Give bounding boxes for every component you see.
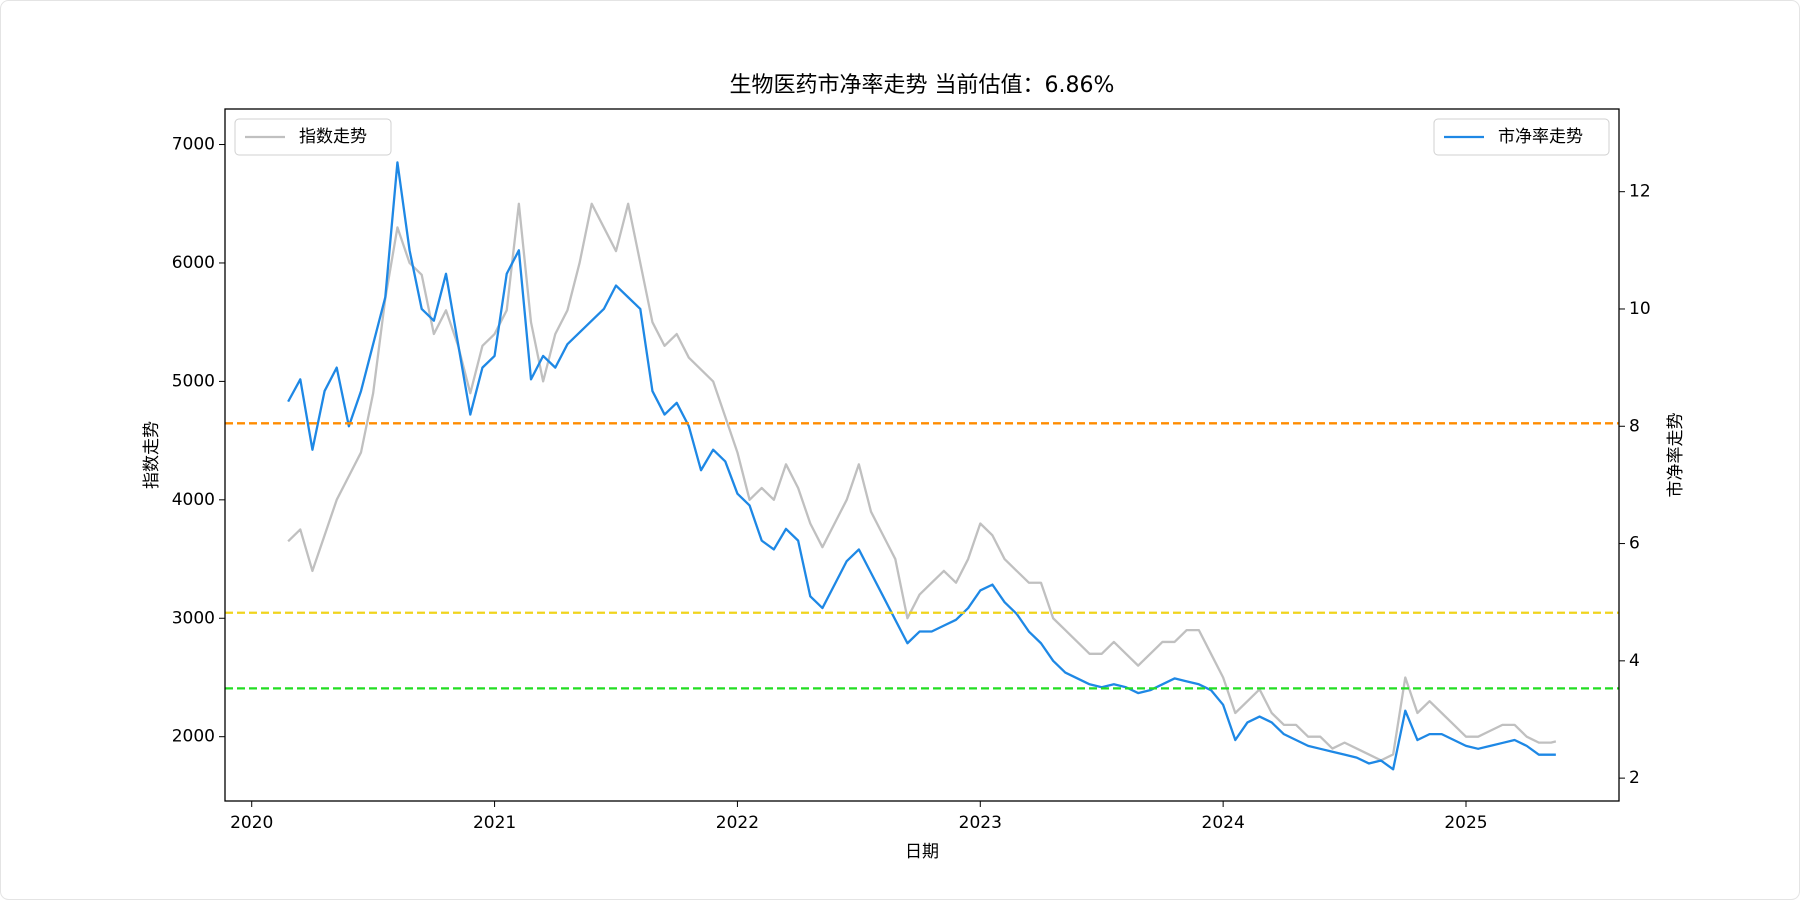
y2-tick-label: 6 bbox=[1629, 534, 1640, 554]
legend-box bbox=[234, 118, 392, 156]
legend-label: 市净率走势 bbox=[1498, 127, 1583, 147]
y2-tick-label: 4 bbox=[1629, 651, 1640, 671]
legend-box bbox=[1433, 118, 1610, 156]
y-tick-label: 6000 bbox=[172, 253, 215, 273]
y-tick-label: 2000 bbox=[172, 727, 215, 747]
x-tick-label: 2021 bbox=[473, 813, 516, 833]
x-tick-label: 2022 bbox=[716, 813, 759, 833]
x-tick-label: 2020 bbox=[230, 813, 273, 833]
y-tick-label: 7000 bbox=[172, 135, 215, 155]
x-tick-label: 2024 bbox=[1202, 813, 1245, 833]
y2-tick-label: 8 bbox=[1629, 416, 1640, 436]
x-axis-label: 日期 bbox=[905, 842, 939, 862]
y2-tick-label: 10 bbox=[1629, 299, 1651, 319]
x-tick-label: 2025 bbox=[1444, 813, 1487, 833]
y-tick-label: 5000 bbox=[172, 371, 215, 391]
y2-axis-label: 市净率走势 bbox=[1666, 413, 1686, 498]
y2-tick-label: 2 bbox=[1629, 768, 1640, 788]
x-tick-label: 2023 bbox=[959, 813, 1002, 833]
y-tick-label: 4000 bbox=[172, 490, 215, 510]
y2-tick-label: 12 bbox=[1629, 182, 1651, 202]
legend-label: 指数走势 bbox=[299, 127, 367, 147]
plot-frame bbox=[224, 108, 1620, 802]
y-tick-label: 3000 bbox=[172, 608, 215, 628]
chart-title: 生物医药市净率走势 当前估值：6.86% bbox=[730, 73, 1115, 98]
data-line bbox=[287, 161, 1556, 771]
plot-area bbox=[225, 161, 1619, 771]
y-axis-label: 指数走势 bbox=[142, 421, 162, 489]
